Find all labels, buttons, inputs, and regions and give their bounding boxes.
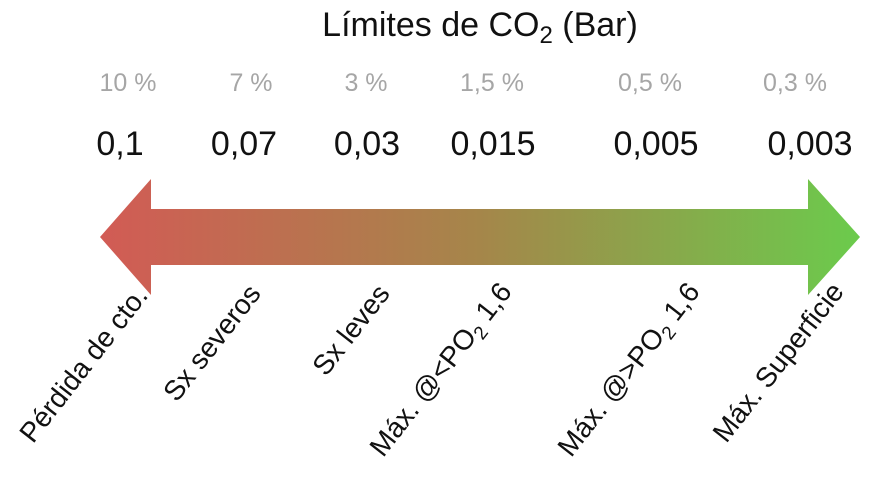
level-value: 0,015: [450, 125, 535, 163]
title-suffix: (Bar): [553, 6, 638, 44]
level-value: 0,003: [767, 125, 852, 163]
diagram-title: Límites de CO2 (Bar): [322, 6, 638, 49]
label-row: Pérdida de cto. Sx severos Sx leves Máx.…: [13, 277, 849, 465]
level-value: 0,03: [334, 125, 400, 163]
title-prefix: Límites de CO: [322, 6, 539, 44]
percent-row: 10 % 7 % 3 % 1,5 % 0,5 % 0,3 %: [100, 69, 827, 97]
level-label: Sx leves: [306, 279, 396, 381]
level-label: Pérdida de cto.: [13, 281, 153, 449]
value-row: 0,1 0,07 0,03 0,015 0,005 0,003: [96, 125, 852, 163]
level-percent: 0,5 %: [618, 69, 682, 97]
level-percent: 7 %: [229, 69, 272, 97]
level-value: 0,07: [211, 125, 277, 163]
level-label: Máx. @>PO2 1,6: [551, 277, 709, 465]
level-percent: 1,5 %: [460, 69, 524, 97]
level-value: 0,005: [613, 125, 698, 163]
level-value: 0,1: [96, 125, 143, 163]
double-arrow: [100, 179, 860, 295]
level-percent: 0,3 %: [763, 69, 827, 97]
level-percent: 3 %: [344, 69, 387, 97]
level-percent: 10 %: [100, 69, 157, 97]
level-label: Sx severos: [157, 279, 267, 407]
title-subscript: 2: [539, 22, 552, 49]
level-label: Máx. Superficie: [706, 277, 849, 448]
